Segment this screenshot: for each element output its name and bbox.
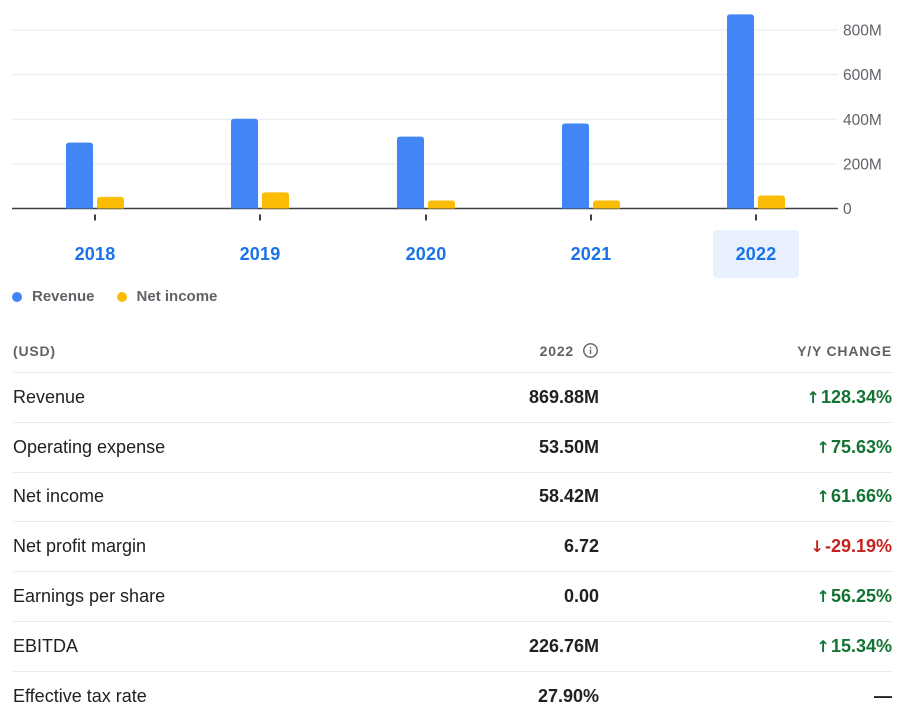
y-tick-label: 800M	[843, 23, 882, 40]
arrow-down-icon: ↓	[810, 537, 824, 557]
y-tick-label: 400M	[843, 112, 882, 129]
row-value: 27.90%	[537, 686, 599, 707]
y-tick-label: 0	[843, 201, 852, 218]
table-row: Effective tax rate 27.90% —	[13, 672, 892, 721]
arrow-up-icon: ↑	[816, 636, 830, 656]
row-label: Net income	[13, 486, 105, 507]
financials-table: (USD) 2022 Y/Y CHANGE Revenue 869.88M ↑ 128…	[13, 329, 892, 721]
row-value: 226.76M	[528, 635, 599, 656]
legend-item-net-income: Net income	[116, 288, 218, 305]
row-change: ↓ -29.19%	[599, 536, 892, 557]
row-label: Effective tax rate	[13, 686, 147, 707]
net-income-bar	[428, 200, 455, 209]
table-row: Net profit margin 6.72 ↓ -29.19%	[13, 522, 892, 573]
currency-header: (USD)	[13, 342, 56, 359]
revenue-bar	[397, 136, 424, 209]
row-label: Revenue	[13, 386, 86, 407]
table-row: EBITDA 226.76M ↑ 15.34%	[13, 622, 892, 672]
change-value: 56.25%	[830, 586, 892, 607]
row-label: Earnings per share	[13, 586, 166, 607]
year-button-2022[interactable]: 2022	[713, 230, 799, 278]
revenue-bar	[66, 142, 93, 209]
year-button-2018[interactable]: 2018	[52, 230, 138, 278]
row-value: 869.88M	[528, 386, 599, 407]
table-row: Earnings per share 0.00 ↑ 56.25%	[13, 572, 892, 622]
row-value: 0.00	[563, 586, 599, 607]
row-change: ↑ 15.34%	[599, 636, 892, 657]
table-body: Revenue 869.88M ↑ 128.34% Operating expense 5…	[13, 373, 892, 721]
arrow-up-icon: ↑	[816, 437, 830, 457]
period-header-label: 2022	[539, 342, 574, 359]
row-change: ↑ 75.63%	[599, 437, 892, 458]
row-label: EBITDA	[13, 635, 79, 656]
legend-item-revenue: Revenue	[12, 288, 95, 305]
legend-label: Revenue	[32, 288, 95, 305]
row-label: Operating expense	[13, 436, 166, 457]
change-value: 75.63%	[830, 436, 892, 457]
chart-legend: Revenue Net income	[12, 288, 239, 305]
period-header: 2022	[393, 342, 599, 359]
row-value: 6.72	[563, 536, 599, 557]
legend-dot	[116, 291, 127, 302]
legend-label: Net income	[136, 288, 218, 305]
info-icon[interactable]	[582, 342, 599, 359]
change-value: 128.34%	[820, 386, 892, 407]
net-income-bar	[758, 195, 785, 209]
legend-dot	[12, 291, 22, 302]
net-income-bar	[97, 196, 124, 209]
net-income-bar	[593, 200, 620, 209]
row-label: Net profit margin	[13, 536, 147, 557]
year-button-2020[interactable]: 2020	[383, 230, 469, 278]
arrow-up-icon: ↑	[816, 487, 830, 507]
bar-chart: 0 200M 400M 600M 800M	[12, 14, 882, 221]
change-value: 61.66%	[830, 486, 892, 507]
revenue-bar	[727, 14, 754, 209]
arrow-up-icon: ↑	[806, 387, 820, 407]
financial-chart: 0 200M 400M 600M 800M 2018 2019 2020 2021 2022	[0, 0, 907, 285]
y-tick-label: 200M	[843, 156, 882, 173]
table-row: Revenue 869.88M ↑ 128.34%	[13, 373, 892, 423]
change-value: —	[874, 686, 892, 707]
change-header: Y/Y CHANGE	[797, 342, 892, 359]
change-value: -29.19%	[824, 536, 892, 557]
y-tick-label: 600M	[843, 67, 882, 84]
row-change: —	[599, 686, 892, 707]
row-value: 58.42M	[538, 486, 599, 507]
table-header: (USD) 2022 Y/Y CHANGE	[13, 329, 892, 373]
row-value: 53.50M	[538, 436, 599, 457]
table-row: Operating expense 53.50M ↑ 75.63%	[13, 423, 892, 473]
year-button-2019[interactable]: 2019	[217, 230, 303, 278]
revenue-bar	[562, 123, 589, 209]
revenue-bar	[231, 118, 258, 209]
row-change: ↑ 128.34%	[599, 387, 892, 408]
row-change: ↑ 61.66%	[599, 486, 892, 507]
row-change: ↑ 56.25%	[599, 586, 892, 607]
arrow-up-icon: ↑	[816, 587, 830, 607]
net-income-bar	[262, 192, 289, 209]
table-row: Net income 58.42M ↑ 61.66%	[13, 473, 892, 523]
change-value: 15.34%	[830, 635, 892, 656]
year-button-2021[interactable]: 2021	[548, 230, 634, 278]
